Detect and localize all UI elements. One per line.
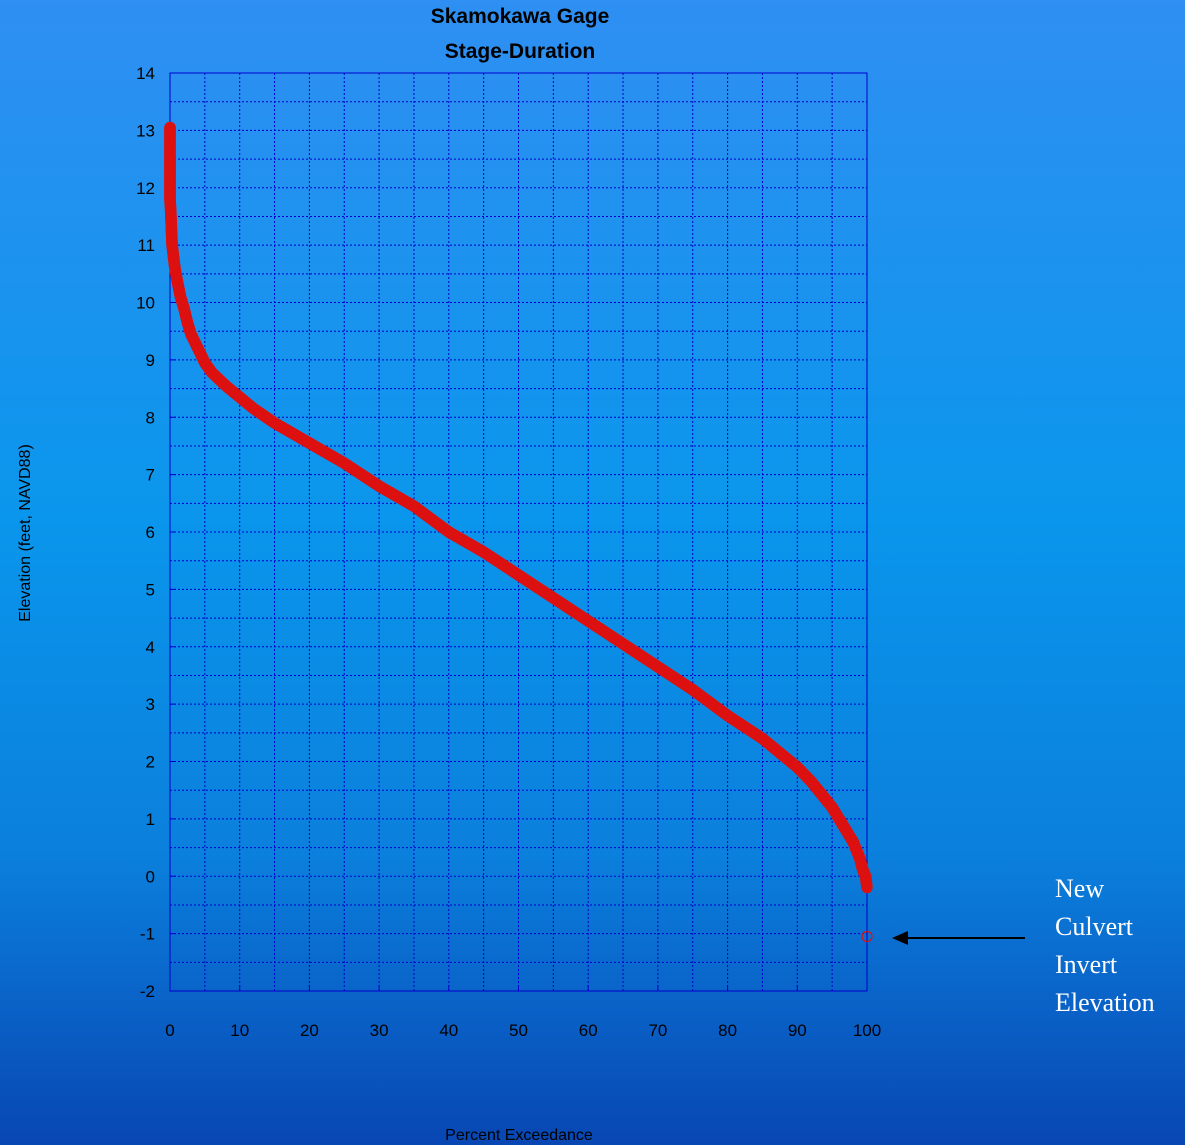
x-tick-label: 30	[370, 1021, 389, 1040]
data-point	[164, 121, 176, 134]
data-point	[854, 853, 866, 865]
y-tick-label: 9	[146, 351, 155, 370]
data-point	[174, 291, 187, 303]
annotation-line-1: New	[1055, 874, 1104, 903]
annotation-arrow-head	[892, 931, 908, 945]
x-axis-label: Percent Exceedance	[445, 1127, 593, 1144]
x-tick-label: 90	[788, 1021, 807, 1040]
data-point	[220, 380, 232, 392]
data-point	[164, 136, 176, 148]
data-point	[169, 262, 181, 274]
culvert-annotation: New Culvert Invert Elevation	[892, 874, 1155, 1017]
y-tick-label: 3	[146, 695, 155, 714]
y-tick-label: 12	[136, 179, 155, 198]
x-tick-label: 10	[230, 1021, 249, 1040]
annotation-line-3: Invert	[1055, 950, 1118, 979]
y-tick-label: 0	[146, 867, 155, 886]
data-point	[861, 930, 873, 943]
data-point	[408, 500, 420, 512]
data-point	[166, 239, 178, 251]
data-point	[617, 638, 629, 650]
x-tick-label: 50	[509, 1021, 528, 1040]
y-tick-label: 6	[146, 523, 155, 542]
data-point	[791, 761, 803, 773]
chart-title-line-2: Stage-Duration	[445, 40, 596, 63]
data-point	[199, 357, 211, 369]
data-point	[248, 403, 260, 415]
data-point	[721, 709, 734, 722]
x-tick-label: 80	[718, 1021, 737, 1040]
data-point	[234, 391, 246, 403]
data-point	[206, 366, 218, 379]
x-tick-label: 60	[579, 1021, 598, 1040]
data-point	[181, 316, 194, 329]
y-tick-label: 8	[146, 408, 155, 427]
y-tick-label: 2	[146, 753, 155, 772]
data-point	[164, 193, 176, 205]
data-point	[164, 170, 176, 182]
x-tick-label: 40	[439, 1021, 458, 1040]
data-point	[756, 732, 769, 745]
annotation-line-2: Culvert	[1055, 912, 1134, 941]
data-point	[826, 801, 838, 814]
data-point	[373, 480, 385, 492]
data-point	[547, 592, 559, 604]
data-point	[165, 222, 177, 234]
y-tick-label: -2	[140, 982, 155, 1001]
data-point	[164, 187, 176, 200]
data-point	[582, 615, 594, 627]
data-point	[185, 328, 197, 340]
data-point	[687, 684, 699, 696]
y-tick-label: -1	[140, 925, 155, 944]
data-point	[167, 251, 180, 263]
data-point	[303, 437, 315, 449]
data-point	[178, 302, 190, 314]
y-tick-label: 14	[136, 64, 155, 83]
grid	[170, 73, 867, 991]
data-point	[478, 546, 490, 558]
data-point	[819, 793, 831, 805]
tick-labels: 0 10 20 30 40 50 60 70 80 90 100-2-101234567891011…	[136, 64, 881, 1040]
x-tick-label: 100	[853, 1021, 881, 1040]
data-point	[192, 342, 204, 354]
data-point	[164, 147, 176, 159]
y-tick-label: 4	[146, 638, 155, 657]
data-point	[165, 205, 177, 217]
data-point	[860, 870, 872, 882]
data-point	[805, 775, 817, 788]
x-tick-label: 0	[165, 1021, 174, 1040]
data-points	[164, 121, 873, 943]
data-point	[840, 824, 852, 836]
chart-title-line-1: Skamokawa Gage	[431, 5, 610, 28]
data-point	[268, 417, 281, 429]
data-point	[164, 182, 176, 194]
annotation-line-4: Elevation	[1055, 988, 1155, 1017]
y-axis-label: Elevation (feet, NAVD88)	[17, 444, 34, 622]
data-point	[652, 661, 664, 673]
data-point	[777, 750, 789, 762]
y-tick-label: 10	[136, 294, 155, 313]
data-point	[861, 882, 873, 894]
y-tick-label: 13	[136, 121, 155, 140]
x-tick-label: 20	[300, 1021, 319, 1040]
data-point	[171, 273, 183, 286]
x-tick-label: 70	[648, 1021, 667, 1040]
y-tick-label: 1	[146, 810, 155, 829]
data-point	[164, 159, 176, 171]
data-point	[833, 813, 845, 825]
y-tick-label: 11	[137, 236, 155, 255]
y-tick-label: 7	[146, 466, 155, 485]
data-point	[512, 569, 525, 581]
data-point	[443, 526, 455, 538]
data-point	[338, 457, 350, 469]
y-tick-label: 5	[146, 580, 155, 599]
